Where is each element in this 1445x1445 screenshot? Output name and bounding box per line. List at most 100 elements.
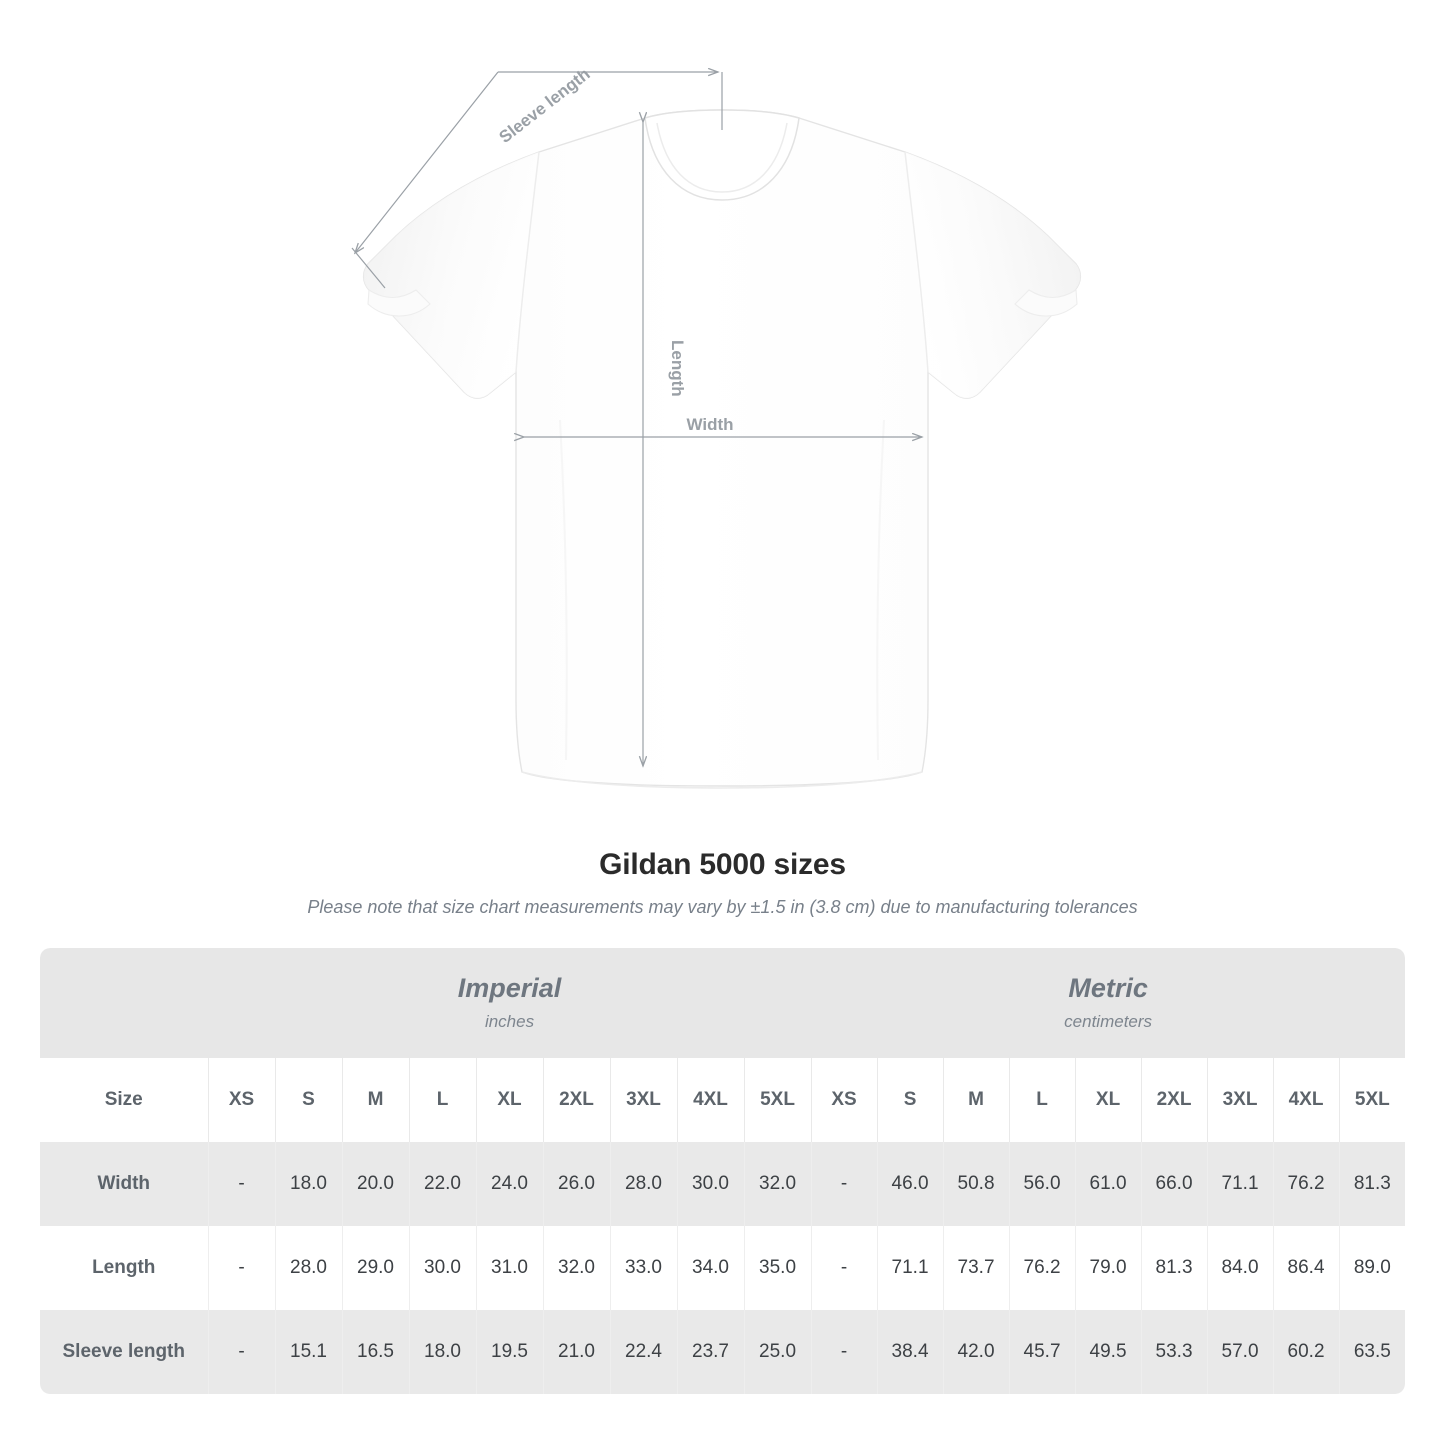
cell-length-metric-xl: 79.0 (1074, 1226, 1142, 1310)
cell-sleeve-imperial-5xl: 25.0 (743, 1310, 812, 1394)
unit-header-row: Imperial inches Metric centimeters (40, 948, 1406, 1058)
cell-sleeve-metric-5xl: 63.5 (1338, 1310, 1406, 1394)
width-label: Width (686, 415, 733, 434)
width-dimension: Width (524, 415, 922, 437)
cell-length-metric-5xl: 89.0 (1338, 1226, 1406, 1310)
sleeve-end-tick (351, 247, 386, 289)
column-header-imperial-5xl: 5XL (743, 1058, 812, 1142)
cell-width-metric-xl: 61.0 (1074, 1142, 1142, 1226)
cell-width-imperial-m: 20.0 (341, 1142, 409, 1226)
column-header-imperial-l: L (408, 1058, 476, 1142)
tolerance-note: Please note that size chart measurements… (307, 897, 1138, 917)
cell-sleeve-metric-2xl: 53.3 (1140, 1310, 1208, 1394)
cell-width-metric-5xl: 81.3 (1338, 1142, 1406, 1226)
size-header-row: Size XS S M L XL 2XL 3XL 4XL 5XL XS S M … (40, 1058, 1406, 1142)
cell-length-imperial-xl: 31.0 (475, 1226, 543, 1310)
page-title: Gildan 5000 sizes (599, 848, 846, 881)
cell-length-metric-xs: - (810, 1226, 878, 1310)
cell-width-imperial-xl: 24.0 (475, 1142, 543, 1226)
cell-width-imperial-2xl: 26.0 (542, 1142, 610, 1226)
column-header-imperial-xl: XL (475, 1058, 543, 1142)
cell-width-imperial-xs: - (207, 1142, 275, 1226)
column-header-metric-5xl: 5XL (1338, 1058, 1406, 1142)
cell-length-imperial-s: 28.0 (274, 1226, 342, 1310)
column-header-imperial-xs: XS (207, 1058, 275, 1142)
cell-length-metric-s: 71.1 (876, 1226, 944, 1310)
cell-width-metric-l: 56.0 (1008, 1142, 1076, 1226)
unit-name-metric: Metric (1068, 973, 1148, 1004)
cell-sleeve-imperial-2xl: 21.0 (542, 1310, 610, 1394)
unit-corner-cell (40, 948, 208, 1058)
cell-length-metric-4xl: 86.4 (1272, 1226, 1340, 1310)
cell-sleeve-imperial-3xl: 22.4 (609, 1310, 677, 1394)
cell-width-metric-4xl: 76.2 (1272, 1142, 1340, 1226)
cell-sleeve-imperial-s: 15.1 (274, 1310, 342, 1394)
unit-sub-metric: centimeters (1064, 1011, 1153, 1031)
tshirt-illustration (362, 109, 1082, 789)
row-label-width: Width (40, 1142, 208, 1226)
column-header-metric-m: M (942, 1058, 1010, 1142)
column-header-imperial-s: S (274, 1058, 342, 1142)
cell-width-imperial-s: 18.0 (274, 1142, 342, 1226)
cell-length-imperial-2xl: 32.0 (542, 1226, 610, 1310)
cell-width-metric-2xl: 66.0 (1140, 1142, 1208, 1226)
sleeve-diagonal-segment (355, 71, 499, 253)
column-header-metric-l: L (1008, 1058, 1076, 1142)
cell-width-metric-3xl: 71.1 (1206, 1142, 1274, 1226)
table-row: Length - 28.0 29.0 30.0 31.0 32.0 33.0 3… (40, 1226, 1406, 1310)
column-header-imperial-4xl: 4XL (676, 1058, 744, 1142)
cell-sleeve-metric-xl: 49.5 (1074, 1310, 1142, 1394)
cell-sleeve-metric-3xl: 57.0 (1206, 1310, 1274, 1394)
cell-length-imperial-5xl: 35.0 (743, 1226, 812, 1310)
unit-header-metric: Metric centimeters (811, 948, 1406, 1058)
column-header-metric-xs: XS (810, 1058, 878, 1142)
cell-width-imperial-l: 22.0 (408, 1142, 476, 1226)
length-dimension: Length (643, 122, 687, 766)
column-header-metric-2xl: 2XL (1140, 1058, 1208, 1142)
cell-width-imperial-3xl: 28.0 (609, 1142, 677, 1226)
cell-sleeve-metric-xs: - (810, 1310, 878, 1394)
column-header-size: Size (40, 1058, 208, 1142)
table-row: Width - 18.0 20.0 22.0 24.0 26.0 28.0 30… (40, 1142, 1406, 1226)
cell-width-metric-xs: - (810, 1142, 878, 1226)
row-label-length: Length (40, 1226, 208, 1310)
cell-sleeve-metric-4xl: 60.2 (1272, 1310, 1340, 1394)
cell-length-imperial-3xl: 33.0 (609, 1226, 677, 1310)
cell-length-imperial-m: 29.0 (341, 1226, 409, 1310)
sleeve-length-label: Sleeve length (496, 64, 594, 146)
cell-length-imperial-4xl: 34.0 (676, 1226, 744, 1310)
cell-width-metric-s: 46.0 (876, 1142, 944, 1226)
cell-sleeve-imperial-4xl: 23.7 (676, 1310, 744, 1394)
row-label-sleeve-length: Sleeve length (40, 1310, 208, 1394)
column-header-metric-s: S (876, 1058, 944, 1142)
cell-width-imperial-5xl: 32.0 (743, 1142, 812, 1226)
column-header-metric-3xl: 3XL (1206, 1058, 1274, 1142)
cell-length-metric-2xl: 81.3 (1140, 1226, 1208, 1310)
table-row: Sleeve length - 15.1 16.5 18.0 19.5 21.0… (40, 1310, 1406, 1394)
unit-sub-imperial: inches (484, 1011, 535, 1031)
cell-length-metric-m: 73.7 (942, 1226, 1010, 1310)
size-chart-table: Imperial inches Metric centimeters Size … (40, 948, 1406, 1394)
cell-sleeve-imperial-l: 18.0 (408, 1310, 476, 1394)
column-header-metric-xl: XL (1074, 1058, 1142, 1142)
cell-sleeve-metric-l: 45.7 (1008, 1310, 1076, 1394)
column-header-imperial-m: M (341, 1058, 409, 1142)
cell-length-imperial-xs: - (207, 1226, 275, 1310)
cell-sleeve-imperial-m: 16.5 (341, 1310, 409, 1394)
cell-width-metric-m: 50.8 (942, 1142, 1010, 1226)
cell-length-metric-l: 76.2 (1008, 1226, 1076, 1310)
cell-length-metric-3xl: 84.0 (1206, 1226, 1274, 1310)
cell-width-imperial-4xl: 30.0 (676, 1142, 744, 1226)
column-header-imperial-3xl: 3XL (609, 1058, 677, 1142)
unit-header-imperial: Imperial inches (208, 948, 812, 1058)
cell-sleeve-imperial-xs: - (207, 1310, 275, 1394)
column-header-imperial-2xl: 2XL (542, 1058, 610, 1142)
column-header-metric-4xl: 4XL (1272, 1058, 1340, 1142)
cell-sleeve-metric-m: 42.0 (942, 1310, 1010, 1394)
cell-sleeve-metric-s: 38.4 (876, 1310, 944, 1394)
cell-sleeve-imperial-xl: 19.5 (475, 1310, 543, 1394)
cell-length-imperial-l: 30.0 (408, 1226, 476, 1310)
length-label: Length (668, 340, 687, 397)
unit-name-imperial: Imperial (457, 973, 562, 1004)
